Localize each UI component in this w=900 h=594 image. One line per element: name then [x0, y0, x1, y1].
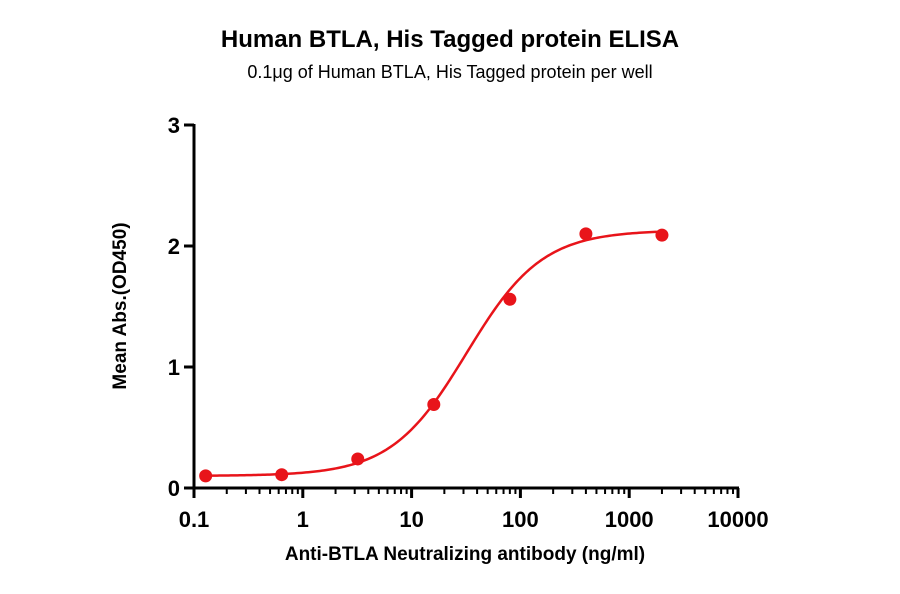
y-tick-label: 1 [168, 355, 180, 380]
data-point [351, 452, 365, 466]
chart-title: Human BTLA, His Tagged protein ELISA [220, 26, 680, 53]
x-axis-label: Anti-BTLA Neutralizing antibody (ng/ml) [285, 544, 645, 565]
data-point [503, 292, 517, 306]
chart-subtitle: 0.1μg of Human BTLA, His Tagged protein … [247, 62, 653, 82]
fit-curve-layer [205, 230, 662, 477]
y-tick-label: 2 [168, 234, 180, 259]
data-points-layer [199, 227, 669, 483]
x-tick-label: 10 [399, 507, 423, 532]
data-point [199, 469, 213, 483]
y-axis-label: Mean Abs.(OD450) [110, 222, 131, 389]
x-tick-label: 1000 [605, 507, 654, 532]
fit-curve [205, 230, 662, 477]
y-tick-label: 3 [168, 113, 180, 138]
x-tick-label: 100 [502, 507, 539, 532]
axes: 0.1 1 10 100 1000 10000 0 1 2 3 [168, 113, 769, 532]
x-tick-label: 10000 [707, 507, 768, 532]
x-tick-label: 0.1 [179, 507, 210, 532]
data-point [275, 468, 289, 482]
data-point [655, 228, 669, 242]
data-point [579, 227, 593, 241]
y-tick-label: 0 [168, 476, 180, 501]
data-point [427, 398, 441, 412]
x-tick-label: 1 [297, 507, 309, 532]
